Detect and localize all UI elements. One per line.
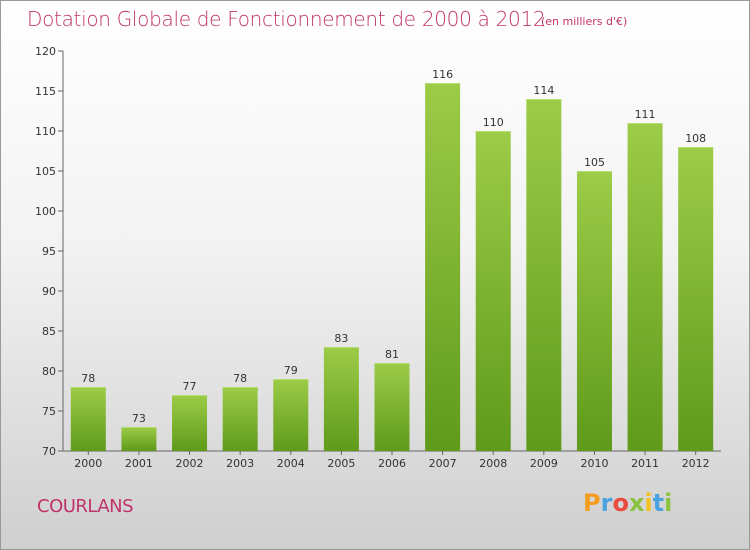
- x-tick-label: 2012: [682, 457, 710, 470]
- x-tick-label: 2001: [125, 457, 153, 470]
- logo-letter: P: [583, 489, 601, 517]
- bar-value-label: 73: [132, 412, 146, 425]
- y-tick-label: 110: [35, 125, 56, 138]
- logo-letter: o: [612, 489, 629, 517]
- y-tick-label: 70: [42, 445, 56, 458]
- x-tick-label: 2002: [176, 457, 204, 470]
- chart-title: Dotation Globale de Fonctionnement de 20…: [27, 7, 546, 31]
- x-tick-label: 2006: [378, 457, 406, 470]
- y-tick-label: 115: [35, 85, 56, 98]
- chart-subtitle: (en milliers d'€): [541, 15, 628, 28]
- x-tick-label: 2007: [429, 457, 457, 470]
- y-tick-label: 85: [42, 325, 56, 338]
- logo-letter: i: [664, 489, 673, 517]
- bar-value-label: 114: [533, 84, 554, 97]
- bar: [425, 83, 461, 451]
- bar-value-label: 78: [233, 372, 247, 385]
- x-tick-label: 2000: [74, 457, 102, 470]
- y-tick-label: 75: [42, 405, 56, 418]
- bar-value-label: 116: [432, 68, 453, 81]
- y-tick-label: 120: [35, 45, 56, 58]
- bar: [576, 171, 612, 451]
- x-tick-label: 2010: [580, 457, 608, 470]
- bar: [323, 347, 359, 451]
- y-tick-label: 80: [42, 365, 56, 378]
- logo-letter: x: [628, 489, 645, 517]
- bar-value-label: 77: [183, 380, 197, 393]
- x-tick-label: 2009: [530, 457, 558, 470]
- bar: [121, 427, 157, 451]
- y-tick-label: 95: [42, 245, 56, 258]
- commune-name: COURLANS: [37, 496, 134, 517]
- bar: [222, 387, 258, 451]
- x-tick-label: 2003: [226, 457, 254, 470]
- bar: [70, 387, 106, 451]
- y-tick-label: 90: [42, 285, 56, 298]
- x-tick-label: 2008: [479, 457, 507, 470]
- bar: [678, 147, 714, 451]
- x-tick-label: 2011: [631, 457, 659, 470]
- bar-value-label: 78: [81, 372, 95, 385]
- bar: [627, 123, 663, 451]
- bar: [374, 363, 410, 451]
- y-tick-label: 100: [35, 205, 56, 218]
- bar-value-label: 83: [334, 332, 348, 345]
- bar: [172, 395, 208, 451]
- logo-letter: i: [644, 489, 653, 517]
- bar-value-label: 81: [385, 348, 399, 361]
- bar-value-label: 79: [284, 364, 298, 377]
- x-tick-label: 2004: [277, 457, 305, 470]
- bar-value-label: 110: [483, 116, 504, 129]
- x-tick-label: 2005: [327, 457, 355, 470]
- bar: [526, 99, 562, 451]
- bar: [273, 379, 309, 451]
- bar-value-label: 105: [584, 156, 605, 169]
- bar: [475, 131, 511, 451]
- bar-value-label: 108: [685, 132, 706, 145]
- logo-letter: t: [652, 489, 665, 517]
- logo-letter: r: [600, 489, 613, 517]
- proxiti-logo[interactable]: Proxiti: [583, 489, 672, 517]
- bar-value-label: 111: [635, 108, 656, 121]
- y-tick-label: 105: [35, 165, 56, 178]
